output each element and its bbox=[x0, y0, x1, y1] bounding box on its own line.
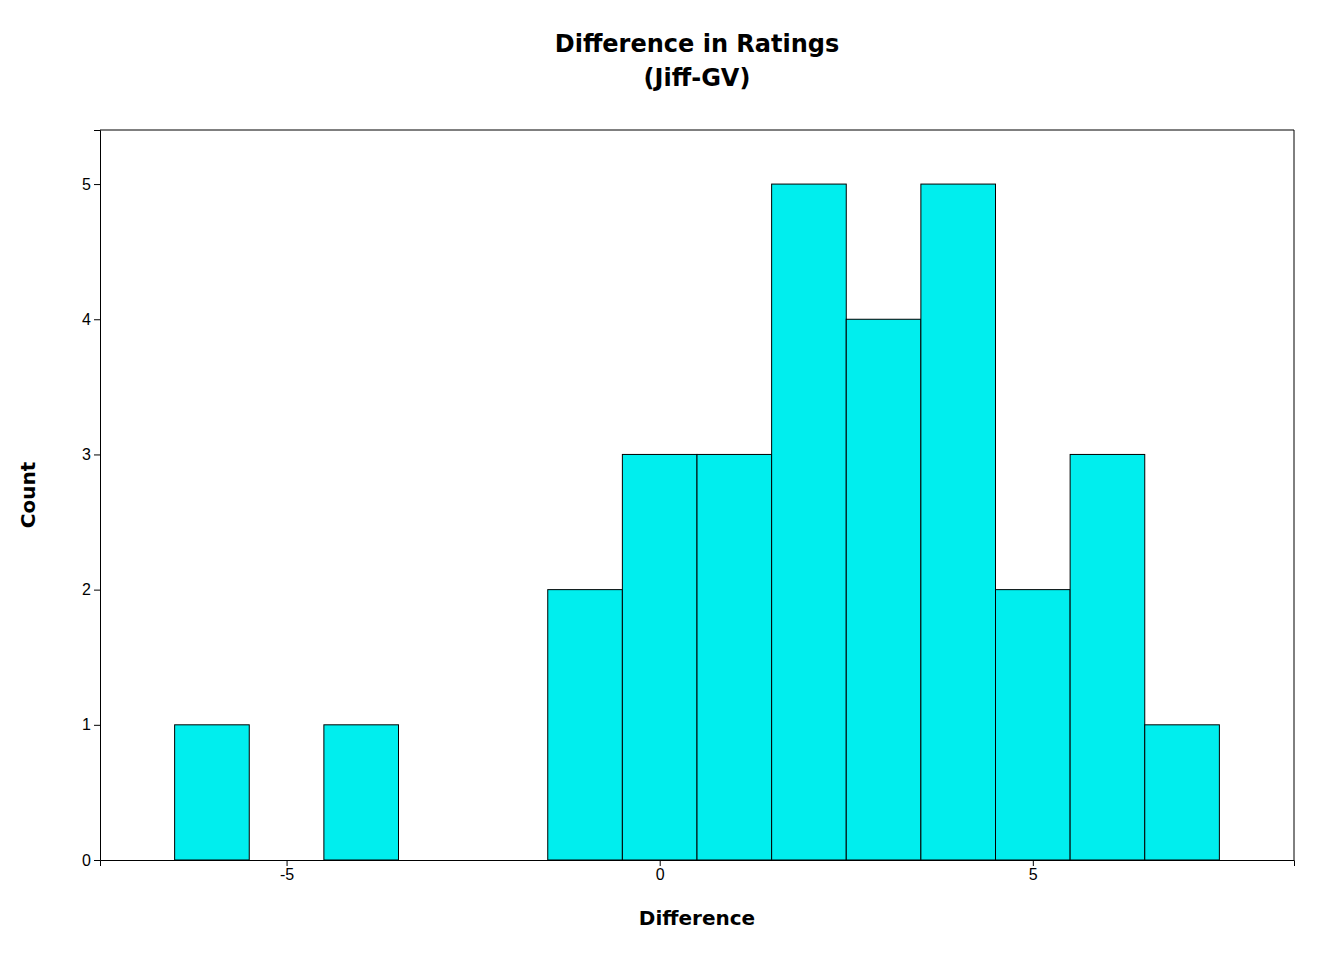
x-axis-tick-label: 5 bbox=[1029, 866, 1038, 883]
title: Difference in Ratings bbox=[555, 30, 840, 58]
bar bbox=[1070, 454, 1145, 860]
y-axis-tick-mark bbox=[94, 319, 100, 320]
y-axis-tick-label: 3 bbox=[82, 446, 91, 463]
x-axis-title: Difference bbox=[639, 906, 755, 930]
bar bbox=[697, 454, 772, 860]
x-axis-tick-label: -5 bbox=[280, 866, 294, 883]
x-axis-tick: 5 bbox=[1029, 860, 1038, 883]
bar bbox=[846, 319, 921, 860]
bar bbox=[996, 590, 1071, 860]
y-axis: 0 1 2 3 4 5 bbox=[82, 131, 100, 869]
chart-container: -5 0 5 0 1 2 3 4 5 Difference Count Difference in R… bbox=[0, 0, 1344, 960]
bar bbox=[548, 590, 623, 860]
y-axis-tick: 4 bbox=[82, 311, 100, 328]
chart-svg: -5 0 5 0 1 2 3 4 5 Difference Count Difference in R… bbox=[0, 0, 1344, 960]
bar bbox=[921, 184, 996, 860]
y-axis-tick-label: 5 bbox=[82, 176, 91, 193]
y-axis-tick-label: 4 bbox=[82, 311, 91, 328]
y-axis-tick-mark bbox=[94, 454, 100, 455]
x-axis-tick-mark bbox=[287, 860, 288, 866]
bars bbox=[175, 184, 1220, 860]
y-axis-tick-mark bbox=[94, 860, 100, 861]
x-axis-tick-mark bbox=[660, 860, 661, 866]
plot-frame-right bbox=[1294, 130, 1295, 860]
x-axis-line bbox=[101, 861, 1295, 867]
y-axis-tick-label: 0 bbox=[82, 852, 91, 869]
bar bbox=[1145, 725, 1220, 860]
y-axis-line bbox=[94, 131, 101, 861]
y-axis-title: Count bbox=[16, 461, 40, 528]
y-axis-tick-mark bbox=[94, 590, 100, 591]
x-axis-tick-label: 0 bbox=[656, 866, 665, 883]
plot-area: -5 0 5 0 1 2 3 4 5 bbox=[82, 130, 1294, 883]
y-axis-tick-mark bbox=[94, 184, 100, 185]
y-axis-tick-label: 2 bbox=[82, 581, 91, 598]
bar bbox=[175, 725, 250, 860]
y-axis-tick: 3 bbox=[82, 446, 100, 463]
plot-frame-top bbox=[100, 130, 1294, 131]
y-axis-tick-mark bbox=[94, 725, 100, 726]
y-axis-tick: 2 bbox=[82, 581, 100, 598]
subtitle: (Jiff-GV) bbox=[644, 64, 751, 92]
y-axis-tick: 0 bbox=[82, 852, 100, 869]
x-axis: -5 0 5 bbox=[101, 860, 1295, 883]
y-axis-tick: 5 bbox=[82, 176, 100, 193]
x-axis-tick-mark bbox=[1033, 860, 1034, 866]
bar bbox=[622, 454, 697, 860]
bar bbox=[324, 725, 399, 860]
y-axis-tick-label: 1 bbox=[82, 716, 91, 733]
x-axis-tick: -5 bbox=[280, 860, 294, 883]
y-axis-tick: 1 bbox=[82, 716, 100, 733]
bar bbox=[772, 184, 847, 860]
x-axis-tick: 0 bbox=[656, 860, 665, 883]
